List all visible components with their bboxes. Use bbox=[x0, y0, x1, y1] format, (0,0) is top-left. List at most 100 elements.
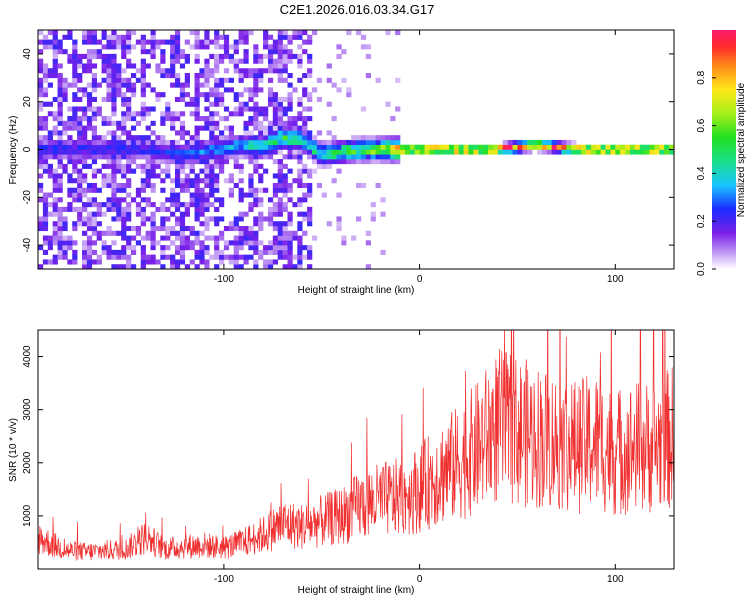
heatmap-cell bbox=[199, 178, 205, 184]
heatmap-cell bbox=[263, 187, 269, 193]
heatmap-cell bbox=[57, 173, 63, 179]
heatmap-cell bbox=[189, 202, 195, 208]
heatmap-cell bbox=[194, 106, 200, 112]
heatmap-cell bbox=[659, 149, 665, 155]
heatmap-cell bbox=[297, 225, 303, 232]
heatmap-cell bbox=[395, 106, 401, 112]
heatmap-cell bbox=[47, 39, 53, 45]
heatmap-cell bbox=[199, 149, 205, 155]
heatmap-cell bbox=[179, 63, 186, 69]
heatmap-cell bbox=[150, 149, 156, 155]
heatmap-cell bbox=[116, 135, 122, 141]
heatmap-cell bbox=[248, 182, 254, 189]
heatmap-cell bbox=[194, 101, 200, 107]
heatmap-cell bbox=[106, 139, 112, 146]
heatmap-cell bbox=[116, 63, 122, 69]
heatmap-cell bbox=[106, 39, 112, 45]
heatmap-cell bbox=[634, 144, 641, 150]
heatmap-cell bbox=[62, 225, 68, 232]
heatmap-cell bbox=[282, 187, 288, 193]
heatmap-cell bbox=[282, 96, 288, 102]
heatmap-cell bbox=[91, 77, 98, 83]
heatmap-cell bbox=[287, 249, 293, 255]
heatmap-cell bbox=[130, 82, 137, 88]
heatmap-cell bbox=[130, 135, 137, 141]
heatmap-cell bbox=[282, 173, 288, 179]
heatmap-cell bbox=[277, 49, 283, 55]
heatmap-cell bbox=[145, 230, 151, 236]
heatmap-cell bbox=[272, 221, 279, 227]
heatmap-cell bbox=[272, 211, 279, 217]
heatmap-cell bbox=[116, 264, 122, 269]
heatmap-cell bbox=[228, 240, 234, 246]
heatmap-cell bbox=[150, 230, 156, 236]
heatmap-cell bbox=[258, 58, 264, 64]
heatmap-cell bbox=[292, 34, 298, 40]
heatmap-cell bbox=[272, 39, 279, 45]
heatmap-cell bbox=[121, 173, 127, 179]
heatmap-cell bbox=[287, 139, 293, 146]
heatmap-cell bbox=[140, 82, 146, 88]
heatmap-cell bbox=[194, 206, 200, 212]
heatmap-cell bbox=[272, 96, 279, 102]
heatmap-cell bbox=[267, 120, 274, 126]
heatmap-cell bbox=[130, 264, 137, 269]
heatmap-cell bbox=[57, 111, 63, 117]
heatmap-cell bbox=[297, 101, 303, 107]
heatmap-cell bbox=[111, 202, 117, 208]
heatmap-cell bbox=[111, 187, 117, 193]
heatmap-cell bbox=[233, 249, 239, 255]
heatmap-cell bbox=[272, 44, 279, 50]
heatmap-cell bbox=[174, 197, 181, 203]
heatmap-cell bbox=[199, 254, 205, 260]
heatmap-cell bbox=[307, 58, 313, 64]
heatmap-cell bbox=[42, 163, 49, 169]
heatmap-cell bbox=[326, 101, 332, 107]
heatmap-cell bbox=[86, 154, 93, 160]
heatmap-cell bbox=[209, 135, 215, 141]
heatmap-cell bbox=[38, 182, 44, 189]
heatmap-cell bbox=[116, 216, 122, 222]
heatmap-cell bbox=[277, 101, 283, 107]
heatmap-cell bbox=[62, 96, 68, 102]
heatmap-cell bbox=[287, 230, 293, 236]
heatmap-cell bbox=[96, 168, 102, 174]
heatmap-cell bbox=[57, 120, 63, 126]
heatmap-cell bbox=[121, 235, 127, 241]
heatmap-cell bbox=[360, 135, 367, 141]
heatmap-cell bbox=[67, 259, 73, 265]
heatmap-cell bbox=[82, 221, 88, 227]
heatmap-cell bbox=[38, 154, 44, 160]
heatmap-cell bbox=[179, 211, 186, 217]
heatmap-cell bbox=[101, 173, 107, 179]
heatmap-cell bbox=[209, 87, 215, 93]
heatmap-cell bbox=[258, 187, 264, 193]
heatmap-cell bbox=[189, 44, 195, 50]
heatmap-cell bbox=[52, 63, 58, 69]
heatmap-cell bbox=[165, 68, 171, 74]
heatmap-cell bbox=[140, 149, 146, 155]
heatmap-cell bbox=[101, 163, 107, 169]
heatmap-cell bbox=[42, 139, 49, 146]
heatmap-cell bbox=[86, 125, 93, 131]
heatmap-cell bbox=[126, 240, 132, 246]
heatmap-cell bbox=[263, 111, 269, 117]
heatmap-cell bbox=[42, 77, 49, 83]
heatmap-cell bbox=[424, 149, 430, 155]
heatmap-cell bbox=[101, 211, 107, 217]
heatmap-cell bbox=[72, 125, 78, 131]
heatmap-cell bbox=[52, 53, 58, 59]
heatmap-cell bbox=[174, 264, 181, 269]
heatmap-cell bbox=[82, 216, 88, 222]
heatmap-cell bbox=[121, 101, 127, 107]
heatmap-cell bbox=[189, 135, 195, 141]
heatmap-cell bbox=[111, 111, 117, 117]
heatmap-cell bbox=[155, 68, 161, 74]
heatmap-cell bbox=[302, 197, 308, 203]
heatmap-cell bbox=[111, 34, 117, 40]
heatmap-cell bbox=[121, 92, 127, 98]
heatmap-cell bbox=[302, 149, 308, 155]
heatmap-cell bbox=[209, 92, 215, 98]
heatmap-cell bbox=[57, 135, 63, 141]
